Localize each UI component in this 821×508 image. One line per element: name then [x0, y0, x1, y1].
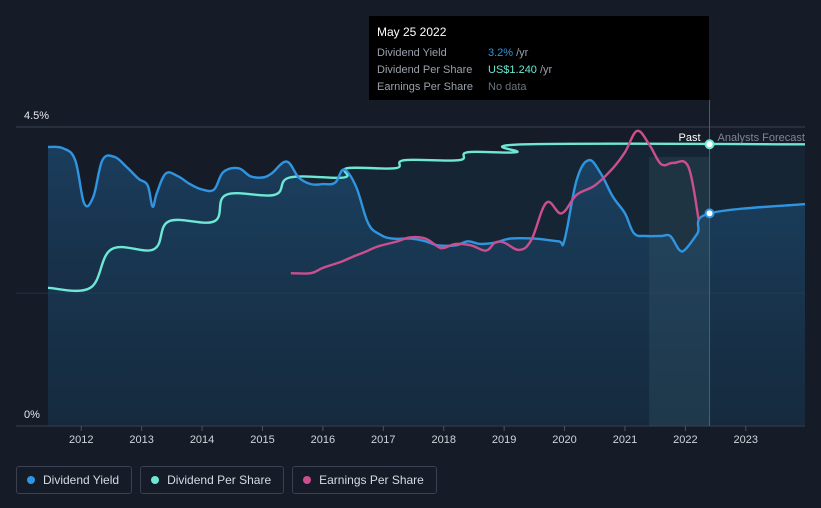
region-label-forecast: Analysts Forecast: [718, 132, 805, 144]
y-label-top: 4.5%: [24, 110, 49, 122]
x-tick-label: 2020: [552, 434, 576, 446]
earnings-per-share-line: [290, 129, 700, 275]
x-tick-label: 2013: [129, 434, 153, 446]
x-tick-label: 2012: [69, 434, 93, 446]
chart-tooltip: May 25 2022 Dividend Yield 3.2% /yr Divi…: [369, 16, 709, 100]
legend-dot-icon: [151, 476, 160, 484]
legend-dividend-yield[interactable]: Dividend Yield: [16, 466, 133, 494]
legend-label: Dividend Yield: [43, 473, 120, 487]
x-tick-label: 2021: [613, 434, 637, 446]
tooltip-label: Dividend Per Share: [377, 63, 473, 76]
legend-dot-icon: [27, 476, 35, 484]
dividend-per-share-marker: [704, 139, 715, 150]
tooltip-date: May 25 2022: [377, 25, 447, 39]
dividend-yield-line: [47, 145, 806, 253]
x-tick-label: 2019: [492, 434, 516, 446]
tooltip-label: Dividend Yield: [377, 46, 447, 59]
tooltip-unit: /yr: [539, 63, 553, 76]
tooltip-row-dividend-per-share: Dividend Per Share US$1.240 /yr: [377, 61, 701, 78]
tooltip-label: Earnings Per Share: [377, 80, 473, 93]
y-label-bottom: 0%: [24, 409, 40, 421]
tooltip-value: US$1.240: [488, 63, 537, 76]
dividend-per-share-line: [47, 142, 806, 293]
x-tick-label: 2022: [673, 434, 697, 446]
chart-legend: Dividend Yield Dividend Per Share Earnin…: [16, 466, 437, 494]
recent-period-band: [649, 157, 710, 426]
x-tick-label: 2014: [190, 434, 214, 446]
tooltip-row-dividend-yield: Dividend Yield 3.2% /yr: [377, 44, 701, 61]
tooltip-value: No data: [488, 80, 527, 93]
tooltip-row-earnings-per-share: Earnings Per Share No data: [377, 78, 701, 95]
tooltip-unit: /yr: [516, 46, 529, 59]
tooltip-value: 3.2%: [488, 46, 514, 59]
x-tick-label: 2017: [371, 434, 395, 446]
legend-dot-icon: [303, 476, 312, 484]
x-tick-label: 2016: [311, 434, 335, 446]
legend-label: Dividend Per Share: [167, 473, 272, 487]
region-label-past: Past: [679, 132, 701, 144]
legend-earnings-per-share[interactable]: Earnings Per Share: [292, 466, 437, 494]
x-tick-label: 2018: [431, 434, 455, 446]
x-tick-label: 2023: [734, 434, 758, 446]
dividend-yield-marker: [704, 208, 715, 219]
x-tick-label: 2015: [250, 434, 274, 446]
dividend-yield-area: [48, 146, 805, 426]
legend-dividend-per-share[interactable]: Dividend Per Share: [140, 466, 285, 494]
legend-label: Earnings Per Share: [319, 473, 424, 487]
